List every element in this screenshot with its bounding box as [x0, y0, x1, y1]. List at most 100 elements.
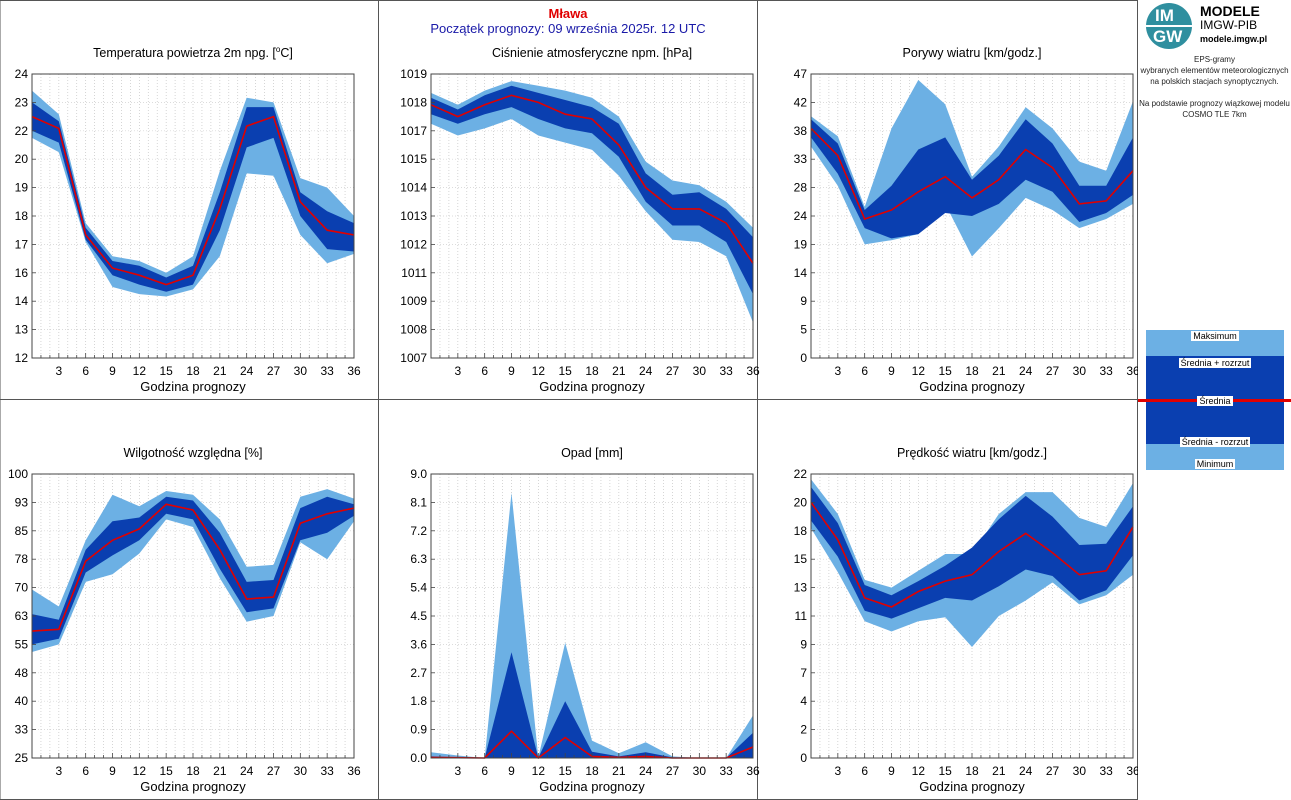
- x-tick-label: 21: [612, 364, 626, 378]
- x-tick-label: 9: [508, 764, 515, 778]
- forecast-header: Mława Początek prognozy: 09 września 202…: [379, 6, 757, 36]
- description-line: Na podstawie prognozy wiązkowej modelu: [1139, 99, 1290, 108]
- y-tick-label: 23: [15, 95, 29, 109]
- y-tick-label: 1015: [400, 152, 427, 166]
- x-tick-label: 36: [746, 764, 760, 778]
- y-tick-label: 48: [15, 666, 29, 680]
- x-tick-label: 21: [213, 764, 227, 778]
- x-tick-label: 3: [454, 764, 461, 778]
- legend-max: Maksimum: [1191, 331, 1239, 341]
- description-line: wybranych elementów meteorologicznych: [1140, 66, 1289, 75]
- y-tick-label: 33: [15, 723, 29, 737]
- x-tick-label: 33: [1099, 364, 1113, 378]
- chart-title: Prędkość wiatru [km/godz.]: [897, 446, 1047, 460]
- x-tick-label: 3: [55, 364, 62, 378]
- x-tick-label: 24: [639, 364, 653, 378]
- x-tick-label: 24: [1019, 764, 1033, 778]
- x-tick-label: 9: [888, 764, 895, 778]
- y-tick-label: 9: [800, 637, 807, 651]
- x-tick-label: 33: [320, 364, 334, 378]
- x-tick-label: 36: [1126, 364, 1138, 378]
- mean-line: [810, 127, 1134, 220]
- x-axis-label: Godzina prognozy: [539, 379, 645, 394]
- chart-title: Wilgotność względna [%]: [124, 446, 263, 460]
- x-tick-label: 30: [294, 364, 308, 378]
- y-tick-label: 16: [15, 266, 29, 280]
- y-tick-label: 14: [794, 266, 808, 280]
- y-tick-label: 47: [794, 67, 808, 81]
- y-tick-label: 15: [794, 552, 808, 566]
- y-tick-label: 14: [15, 294, 29, 308]
- chart-title: Opad [mm]: [561, 446, 623, 460]
- chart-title: Temperatura powietrza 2m npg. [oC]: [93, 45, 293, 60]
- spread-band: [32, 496, 354, 645]
- y-tick-label: 1007: [400, 351, 427, 365]
- y-tick-label: 22: [794, 467, 808, 481]
- station-name: Mława: [548, 6, 588, 21]
- y-tick-label: 1011: [401, 266, 427, 280]
- logo-letters-bottom: GW: [1153, 27, 1183, 46]
- x-tick-label: 30: [1073, 764, 1087, 778]
- y-tick-label: 22: [15, 124, 29, 138]
- sidebar: IM GW MODELE IMGW-PIB modele.imgw.pl EPS…: [1138, 0, 1291, 800]
- x-tick-label: 30: [1073, 364, 1087, 378]
- x-tick-label: 15: [938, 764, 952, 778]
- x-tick-label: 15: [938, 364, 952, 378]
- x-tick-label: 18: [965, 364, 979, 378]
- y-tick-label: 3.6: [410, 637, 427, 651]
- y-tick-label: 6.3: [410, 552, 427, 566]
- x-tick-label: 30: [294, 764, 308, 778]
- x-tick-label: 3: [834, 364, 841, 378]
- y-tick-label: 20: [794, 495, 808, 509]
- logo-site: modele.imgw.pl: [1200, 34, 1268, 44]
- y-tick-label: 1014: [400, 181, 427, 195]
- y-tick-label: 1009: [400, 294, 427, 308]
- chart-3: Porywy wiatru [km/godz.]3 6 9 12 15 18 21 24 27 3…: [794, 46, 1138, 394]
- y-tick-label: 17: [15, 237, 29, 251]
- x-tick-label: 6: [82, 364, 89, 378]
- y-tick-label: 8.1: [410, 495, 427, 509]
- mean-line: [430, 94, 754, 264]
- x-tick-label: 24: [240, 764, 254, 778]
- legend-mean-plus: Średnia + rozrzut: [1178, 358, 1252, 368]
- y-tick-label: 42: [794, 95, 808, 109]
- chart-4: Wilgotność względna [%]3 6 9 12 15 18 21 24 27 30…: [8, 446, 361, 794]
- y-tick-label: 1008: [400, 323, 427, 337]
- spread-band: [431, 85, 753, 295]
- y-tick-label: 100: [8, 467, 28, 481]
- x-tick-label: 21: [992, 364, 1006, 378]
- chart-title: Porywy wiatru [km/godz.]: [903, 46, 1042, 60]
- x-tick-label: 12: [532, 364, 546, 378]
- x-tick-label: 9: [888, 364, 895, 378]
- y-tick-label: 5.4: [410, 581, 427, 595]
- x-tick-label: 15: [558, 364, 572, 378]
- x-tick-label: 3: [454, 364, 461, 378]
- y-tick-label: 93: [15, 495, 29, 509]
- x-tick-label: 21: [612, 764, 626, 778]
- y-tick-label: 55: [15, 637, 29, 651]
- x-tick-label: 36: [347, 764, 361, 778]
- y-tick-label: 28: [794, 181, 808, 195]
- x-tick-label: 3: [834, 764, 841, 778]
- y-tick-label: 1018: [400, 95, 427, 109]
- y-tick-label: 13: [15, 323, 29, 337]
- y-tick-label: 0.0: [410, 751, 427, 765]
- x-tick-label: 24: [240, 364, 254, 378]
- y-tick-label: 0: [800, 751, 807, 765]
- y-tick-label: 0.9: [410, 723, 427, 737]
- legend-min: Minimum: [1194, 459, 1236, 469]
- y-tick-label: 2: [800, 723, 807, 737]
- y-tick-label: 40: [15, 694, 29, 708]
- imgw-logo: IM GW MODELE IMGW-PIB modele.imgw.pl: [1146, 3, 1286, 49]
- x-tick-label: 18: [186, 364, 200, 378]
- y-tick-label: 7: [800, 666, 807, 680]
- x-tick-label: 30: [693, 364, 707, 378]
- eps-chart-grid: Temperatura powietrza 2m npg. [oC]3 6 9 12 1…: [0, 0, 1138, 800]
- x-tick-label: 12: [133, 364, 147, 378]
- x-tick-label: 33: [719, 764, 733, 778]
- x-tick-label: 27: [267, 764, 281, 778]
- spread-band: [811, 119, 1133, 239]
- x-tick-label: 6: [82, 764, 89, 778]
- x-tick-label: 36: [347, 364, 361, 378]
